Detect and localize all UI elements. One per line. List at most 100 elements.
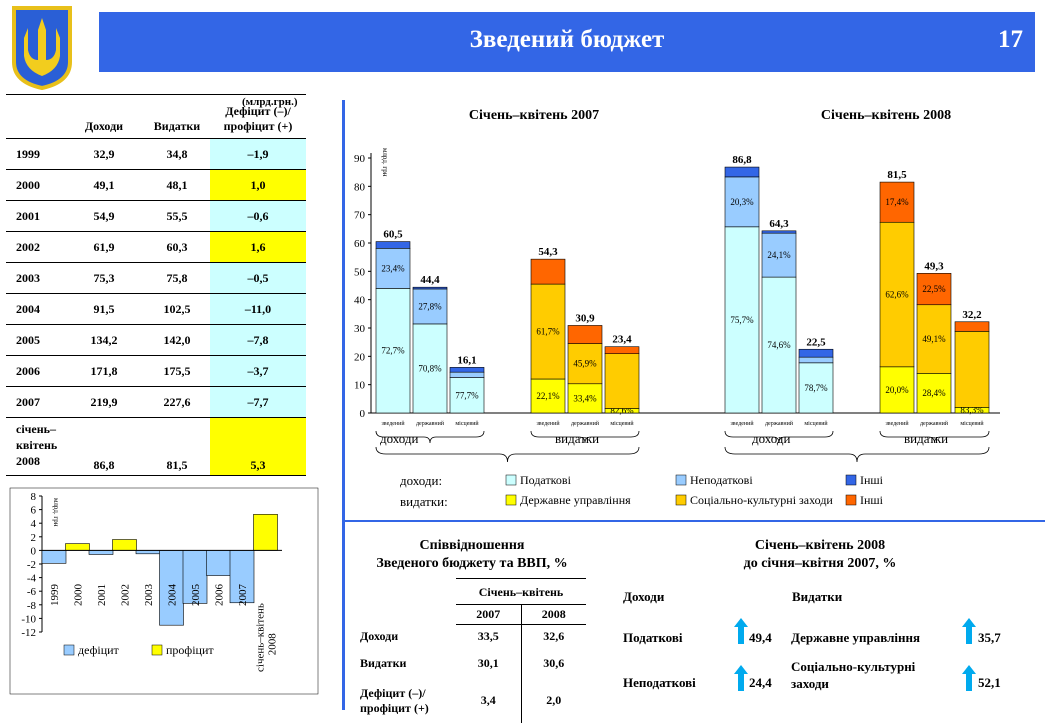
ratio-year-2007: 2007 [456, 604, 522, 625]
row-balance: –3,7 [210, 355, 306, 387]
growth-title-line2: до січня–квітня 2007, % [743, 556, 897, 571]
table-header-row: Доходи Видатки Дефіцит (–)/ профіцит (+) [6, 94, 306, 139]
stacked-bar-segment [375, 241, 411, 249]
growth-income-head: Доходи [623, 589, 665, 604]
row-year: 2002 [6, 231, 64, 263]
last-row-year-1: січень– [16, 422, 57, 436]
legend-income-item: Неподаткові [690, 473, 753, 487]
legend-expense-item: Соціально-культурні заходи [690, 493, 833, 507]
row-expense: 34,8 [144, 138, 210, 170]
bar-category-label: зведений [885, 420, 909, 427]
legend-expense-swatch [845, 494, 857, 506]
stacked-bar-segment [375, 288, 411, 414]
bar-total-label: 32,2 [962, 309, 982, 321]
header-bar: Зведений бюджет 17 [99, 12, 1035, 72]
bar-category-label: державний [765, 420, 794, 427]
growth-expense-label-0: Державне управління [791, 630, 921, 645]
row-year: 2005 [6, 324, 64, 356]
bar-percent-label: 22,5% [922, 284, 946, 294]
stacked-bar-segment [761, 230, 797, 234]
legend-expense-label: видатки: [400, 494, 448, 509]
growth-expense-value-1: 52,1 [978, 675, 1001, 690]
table-row: 1999 32,9 34,8 –1,9 [6, 138, 306, 170]
row-income: 49,1 [64, 169, 144, 201]
small-chart-x-label: січень–квітень 2008 [255, 603, 279, 672]
stacked-bar-segment [567, 343, 603, 385]
up-arrow-icon [962, 618, 976, 644]
legend-income-swatch [505, 474, 517, 486]
row-year: 2001 [6, 200, 64, 232]
big-chart-y-tick-label: 60 [354, 238, 366, 250]
small-chart-y-label: млрд. грн [52, 498, 60, 527]
legend-surplus-swatch [151, 644, 163, 656]
stacked-bar-segment [761, 232, 797, 278]
bar-category-label: державний [571, 420, 600, 427]
bar-total-label: 64,3 [769, 218, 789, 230]
bar-total-label: 60,5 [383, 229, 403, 241]
stacked-bar-segment [604, 353, 640, 409]
small-chart-bar [65, 543, 90, 551]
bar-total-label: 23,4 [612, 334, 632, 346]
row-expense: 60,3 [144, 231, 210, 263]
growth-title-line1: Січень–квітень 2008 [754, 538, 886, 553]
bar-total-label: 54,3 [538, 246, 558, 258]
row-income: 32,9 [64, 138, 144, 170]
horizontal-divider [345, 520, 1045, 522]
table-row: 2002 61,9 60,3 1,6 [6, 231, 306, 263]
small-chart-x-label: 2005 [190, 584, 202, 607]
bar-percent-label: 20,3% [730, 197, 754, 207]
table-row: 2001 54,9 55,5 –0,6 [6, 200, 306, 232]
big-chart-y-tick-label: 40 [354, 295, 366, 307]
growth-expense-label-1: Соціально-культурні заходи [791, 659, 916, 691]
last-row-balance: 5,3 [210, 417, 306, 476]
bar-percent-label: 77,7% [455, 390, 479, 400]
header-balance: Дефіцит (–)/ профіцит (+) [210, 94, 306, 139]
small-chart-x-label: 2004 [167, 584, 179, 607]
bar-total-label: 81,5 [887, 169, 907, 181]
last-row-expense: 81,5 [144, 417, 210, 476]
stacked-bar-segment [412, 323, 448, 414]
small-chart-x-label: 2003 [143, 584, 155, 607]
small-chart-y-tick-label: -6 [27, 586, 37, 598]
bar-percent-label: 27,8% [418, 301, 442, 311]
stacked-bar-segment [530, 258, 566, 285]
small-chart-bar [41, 550, 67, 564]
ratio-title: Співвідношення Зведеного бюджету та ВВП,… [352, 537, 592, 573]
small-chart-bar [159, 550, 184, 626]
row-balance: 1,0 [210, 169, 306, 201]
growth-income-label-0: Податкові [623, 630, 683, 645]
legend-deficit-swatch [63, 644, 75, 656]
small-chart-y-tick-label: -10 [21, 613, 36, 625]
row-income: 61,9 [64, 231, 144, 263]
stacked-bar-segment [412, 288, 448, 325]
group-label: видатки [555, 431, 599, 446]
table-row: 2007 219,9 227,6 –7,7 [6, 386, 306, 418]
ratio-year-2008: 2008 [521, 604, 586, 625]
stacked-bar-segment [798, 356, 834, 364]
stacked-bar-segment [449, 377, 485, 414]
stacked-bar-segment [604, 346, 640, 354]
row-expense: 48,1 [144, 169, 210, 201]
bar-percent-label: 23,4% [381, 263, 405, 273]
group-label: доходи [380, 431, 419, 446]
big-chart-y-tick-label: 30 [354, 323, 366, 335]
bar-total-label: 30,9 [575, 312, 595, 324]
bar-category-label: місцевий [960, 420, 984, 427]
small-chart-x-label: 2002 [120, 584, 132, 606]
big-chart-y-tick-label: 50 [354, 266, 366, 278]
bar-percent-label: 61,7% [536, 327, 560, 337]
group-label: доходи [752, 431, 791, 446]
ukraine-emblem-icon [12, 6, 72, 90]
row-balance: –7,8 [210, 324, 306, 356]
big-chart-y-label: млрд. грн [381, 148, 389, 177]
up-arrow-icon [962, 665, 976, 691]
bar-total-label: 16,1 [457, 354, 476, 366]
small-chart-y-tick-label: 0 [31, 545, 37, 557]
stacked-bar-segment [530, 378, 566, 414]
row-income: 219,9 [64, 386, 144, 418]
growth-expense-head: Видатки [792, 589, 843, 604]
big-chart-y-tick-label: 10 [354, 380, 366, 392]
group-brace [530, 430, 640, 444]
stacked-bar-segment [954, 331, 990, 408]
small-chart-bar [253, 514, 278, 551]
